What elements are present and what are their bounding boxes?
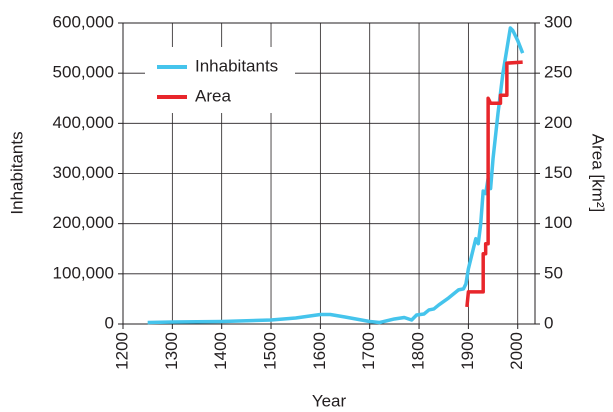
y-tick-label: 600,000 [53,12,114,31]
legend [145,47,295,113]
legend-label: Area [195,86,231,105]
x-tick-label: 1300 [162,332,181,370]
series-line [465,60,523,308]
y-tick-label: 200,000 [53,213,114,232]
y2-axis-label: Area [km²] [589,134,608,212]
legend-label: Inhabitants [195,56,278,75]
y2-tick-label: 50 [544,263,563,282]
x-tick-label: 1400 [211,332,230,370]
y-tick-label: 100,000 [53,263,114,282]
y-tick-label: 400,000 [53,113,114,132]
x-tick-label: 1700 [359,332,378,370]
x-axis-label: Year [312,391,347,410]
y2-tick-label: 150 [544,163,572,182]
y2-tick-label: 200 [544,113,572,132]
series-line [147,26,525,325]
y-tick-label: 500,000 [53,63,114,82]
x-tick-label: 1900 [458,332,477,370]
y2-tick-label: 250 [544,63,572,82]
y2-tick-label: 0 [544,313,553,332]
x-tick-label: 1800 [409,332,428,370]
x-tick-label: 1200 [112,332,131,370]
x-tick-label: 1500 [261,332,280,370]
x-tick-label: 1600 [310,332,329,370]
plot-frame [122,22,536,325]
y-tick-label: 300,000 [53,163,114,182]
y2-tick-label: 300 [544,12,572,31]
y2-tick-label: 100 [544,213,572,232]
x-tick-label: 2000 [507,332,526,370]
y-tick-label: 0 [105,313,114,332]
y-axis-label: Inhabitants [7,131,26,214]
